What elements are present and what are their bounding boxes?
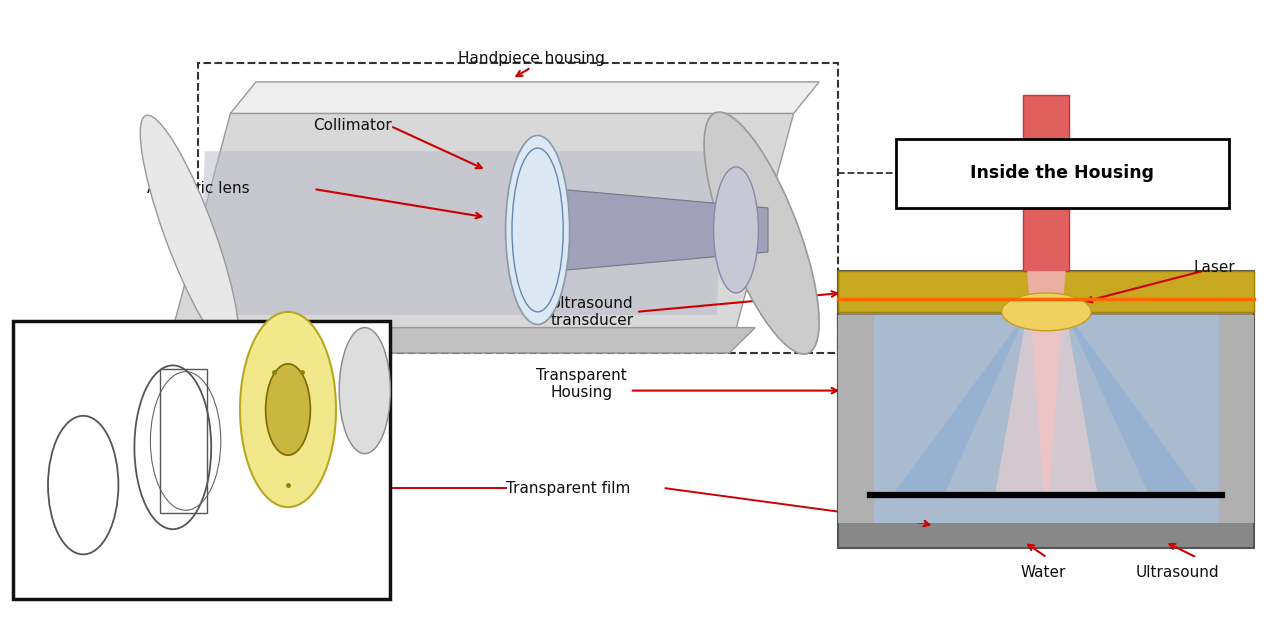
Text: Collimator: Collimator: [314, 118, 393, 134]
Polygon shape: [1028, 271, 1065, 495]
Text: Ultrasound: Ultrasound: [1135, 564, 1220, 580]
Bar: [198, 63, 838, 353]
Polygon shape: [893, 312, 1028, 495]
Polygon shape: [1024, 94, 1070, 271]
Polygon shape: [166, 328, 755, 353]
Text: Handpiece housing: Handpiece housing: [458, 51, 604, 66]
Ellipse shape: [339, 328, 390, 454]
Polygon shape: [557, 189, 768, 271]
Polygon shape: [230, 82, 819, 113]
Bar: [13, 321, 390, 598]
Text: Water: Water: [1020, 564, 1066, 580]
Ellipse shape: [241, 312, 335, 507]
Bar: [1219, 315, 1254, 523]
Text: Optical-fiber cable: Optical-fiber cable: [531, 235, 672, 250]
Ellipse shape: [266, 364, 310, 455]
Bar: [838, 271, 1254, 312]
Ellipse shape: [704, 112, 819, 354]
Ellipse shape: [141, 115, 238, 351]
Text: Transparent film: Transparent film: [506, 481, 630, 496]
Text: Transparent
Housing: Transparent Housing: [536, 368, 627, 401]
Text: Ultrasound
transducer: Ultrasound transducer: [550, 295, 634, 328]
Bar: [838, 271, 1254, 548]
Ellipse shape: [1002, 293, 1091, 331]
Polygon shape: [198, 151, 723, 315]
Ellipse shape: [506, 135, 570, 324]
Polygon shape: [1065, 312, 1201, 495]
Polygon shape: [166, 113, 794, 353]
Bar: [838, 315, 874, 523]
Text: Aspheric lens: Aspheric lens: [147, 181, 250, 197]
Text: Laser: Laser: [1193, 260, 1235, 275]
Polygon shape: [996, 312, 1098, 495]
Ellipse shape: [714, 167, 759, 293]
Bar: [870, 315, 1222, 523]
Text: Inside the Housing: Inside the Housing: [970, 164, 1155, 182]
FancyBboxPatch shape: [896, 139, 1229, 208]
